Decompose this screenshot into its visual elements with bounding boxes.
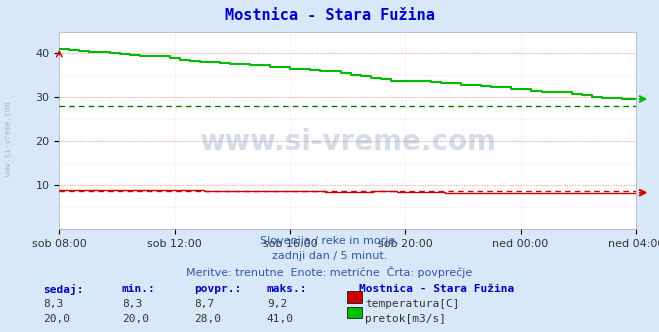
Text: temperatura[C]: temperatura[C]	[365, 299, 459, 309]
Text: 8,3: 8,3	[43, 299, 63, 309]
Text: 41,0: 41,0	[267, 314, 294, 324]
Text: Meritve: trenutne  Enote: metrične  Črta: povprečje: Meritve: trenutne Enote: metrične Črta: …	[186, 266, 473, 278]
Text: maks.:: maks.:	[267, 284, 307, 294]
Text: 20,0: 20,0	[43, 314, 70, 324]
Text: povpr.:: povpr.:	[194, 284, 242, 294]
Text: Mostnica - Stara Fužina: Mostnica - Stara Fužina	[359, 284, 515, 294]
Text: pretok[m3/s]: pretok[m3/s]	[365, 314, 446, 324]
Text: sedaj:: sedaj:	[43, 284, 83, 295]
Text: www.si-vreme.com: www.si-vreme.com	[4, 103, 13, 176]
Text: Mostnica - Stara Fužina: Mostnica - Stara Fužina	[225, 8, 434, 23]
Text: 9,2: 9,2	[267, 299, 287, 309]
Text: zadnji dan / 5 minut.: zadnji dan / 5 minut.	[272, 251, 387, 261]
Text: Slovenija / reke in morje.: Slovenija / reke in morje.	[260, 236, 399, 246]
Text: www.si-vreme.com: www.si-vreme.com	[199, 128, 496, 156]
Text: 8,3: 8,3	[122, 299, 142, 309]
Text: 28,0: 28,0	[194, 314, 221, 324]
Text: min.:: min.:	[122, 284, 156, 294]
Text: 8,7: 8,7	[194, 299, 215, 309]
Text: 20,0: 20,0	[122, 314, 149, 324]
